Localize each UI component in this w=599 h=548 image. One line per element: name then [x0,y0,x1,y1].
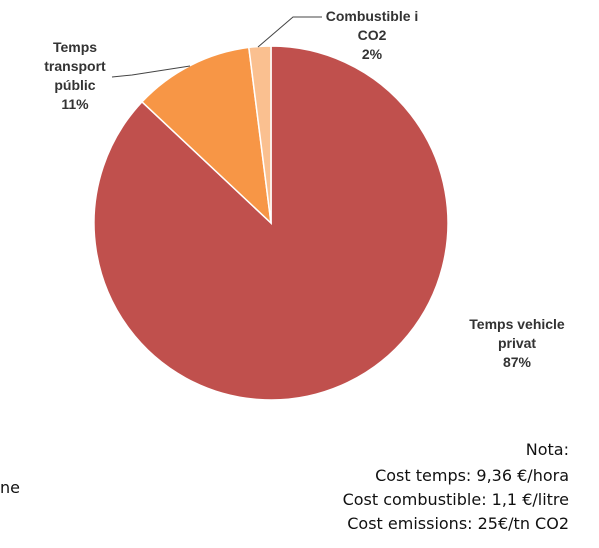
leader-line [257,16,322,48]
note: Cost temps: 9,36 €/hora [375,466,569,485]
value-label: 2% [361,46,383,62]
value-label: 11% [61,96,89,112]
leader-line [111,65,191,78]
slice-label: Temps vehicle privat 87% [452,315,582,372]
category-label: Temps transport públic [44,39,106,93]
slice-label: Combustible i CO2 2% [320,7,424,64]
text-fragment: ne [0,478,20,497]
note: Cost combustible: 1,1 €/litre [342,490,569,509]
note: Nota: [525,440,569,459]
pie-slice [247,45,272,224]
slice-label: Temps transport públic 11% [32,38,118,114]
category-label: Combustible i CO2 [325,8,419,43]
value-label: 87% [502,354,532,370]
pie-slice [140,46,273,225]
category-label: Temps vehicle privat [469,316,565,351]
pie-slice [93,45,449,401]
note: Cost emissions: 25€/tn CO2 [347,514,569,533]
